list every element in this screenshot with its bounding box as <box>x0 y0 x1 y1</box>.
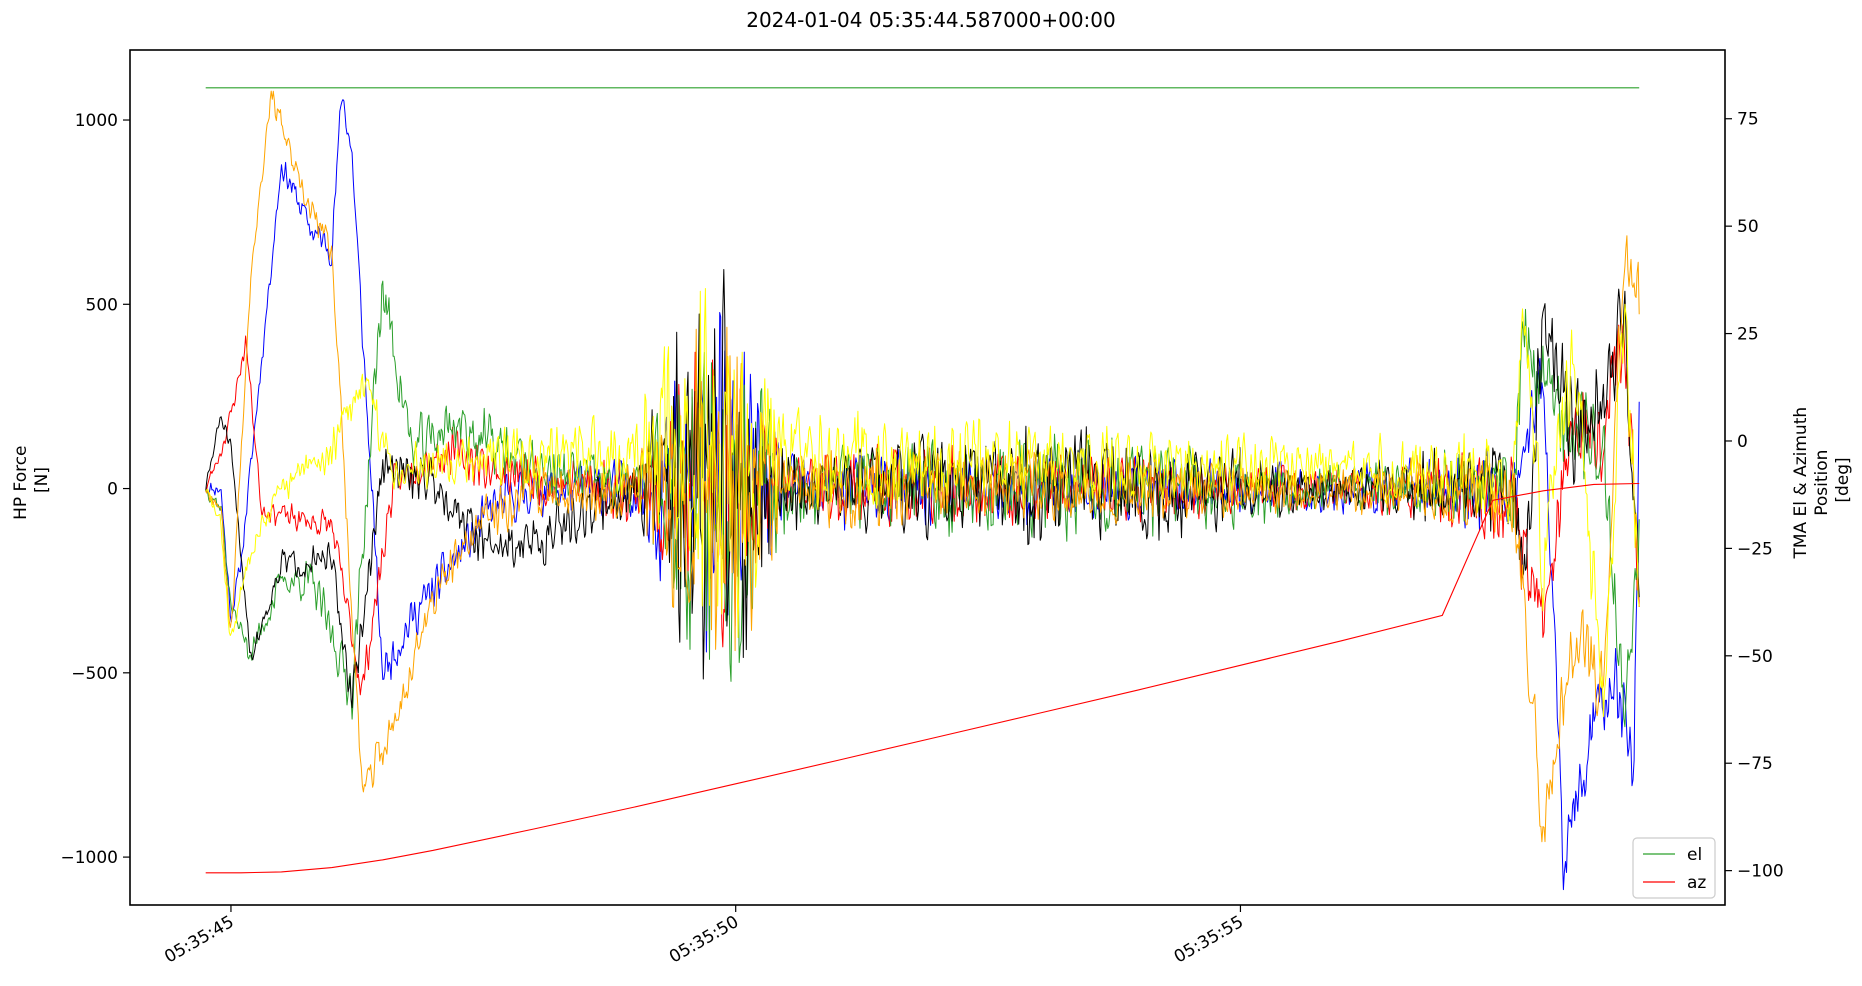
left-tick-label: 0 <box>107 480 118 500</box>
right-tick-label: 0 <box>1737 432 1748 452</box>
legend: el az <box>1632 837 1716 899</box>
right-tick-label: 50 <box>1737 217 1759 237</box>
right-axis-label: TMA El & Azimuth Position [deg] <box>1791 401 1853 559</box>
left-tick-label: 1000 <box>75 111 118 131</box>
right-tick-label: 25 <box>1737 325 1759 345</box>
left-tick-label: 500 <box>86 295 118 315</box>
az-position-line <box>205 482 1640 874</box>
series-layer <box>205 87 1640 891</box>
right-tick-label: −50 <box>1737 647 1773 667</box>
force-series-line-6 <box>205 288 1640 718</box>
right-tick-label: 75 <box>1737 110 1759 130</box>
left-axis-label-line-2: [N] <box>32 467 52 493</box>
chart-title: 2024-01-04 05:35:44.587000+00:00 <box>746 8 1116 32</box>
force-series-line-5 <box>205 90 1640 843</box>
left-tick-label: −500 <box>71 664 118 684</box>
left-tick-label: −1000 <box>60 848 118 868</box>
left-axis-label-line-1: HP Force <box>11 445 31 519</box>
right-axis-label-line-2: Position <box>1812 450 1832 516</box>
right-axis-label-line-1: TMA El & Azimuth <box>1791 407 1811 560</box>
legend-box <box>1632 837 1716 899</box>
force-series-line-4 <box>205 269 1640 709</box>
right-axis: −100 −75 −50 −25 0 25 50 75 <box>1725 110 1784 882</box>
legend-label-el: el <box>1687 845 1702 865</box>
left-axis-label: HP Force [N] <box>11 440 52 520</box>
left-axis: −1000 −500 0 500 1000 <box>60 111 130 868</box>
right-tick-label: −25 <box>1737 539 1773 559</box>
legend-label-az: az <box>1687 873 1706 893</box>
right-tick-label: −75 <box>1737 754 1773 774</box>
right-tick-label: −100 <box>1737 862 1784 882</box>
plot-frame <box>129 49 1726 906</box>
right-axis-label-line-3: [deg] <box>1833 457 1853 502</box>
